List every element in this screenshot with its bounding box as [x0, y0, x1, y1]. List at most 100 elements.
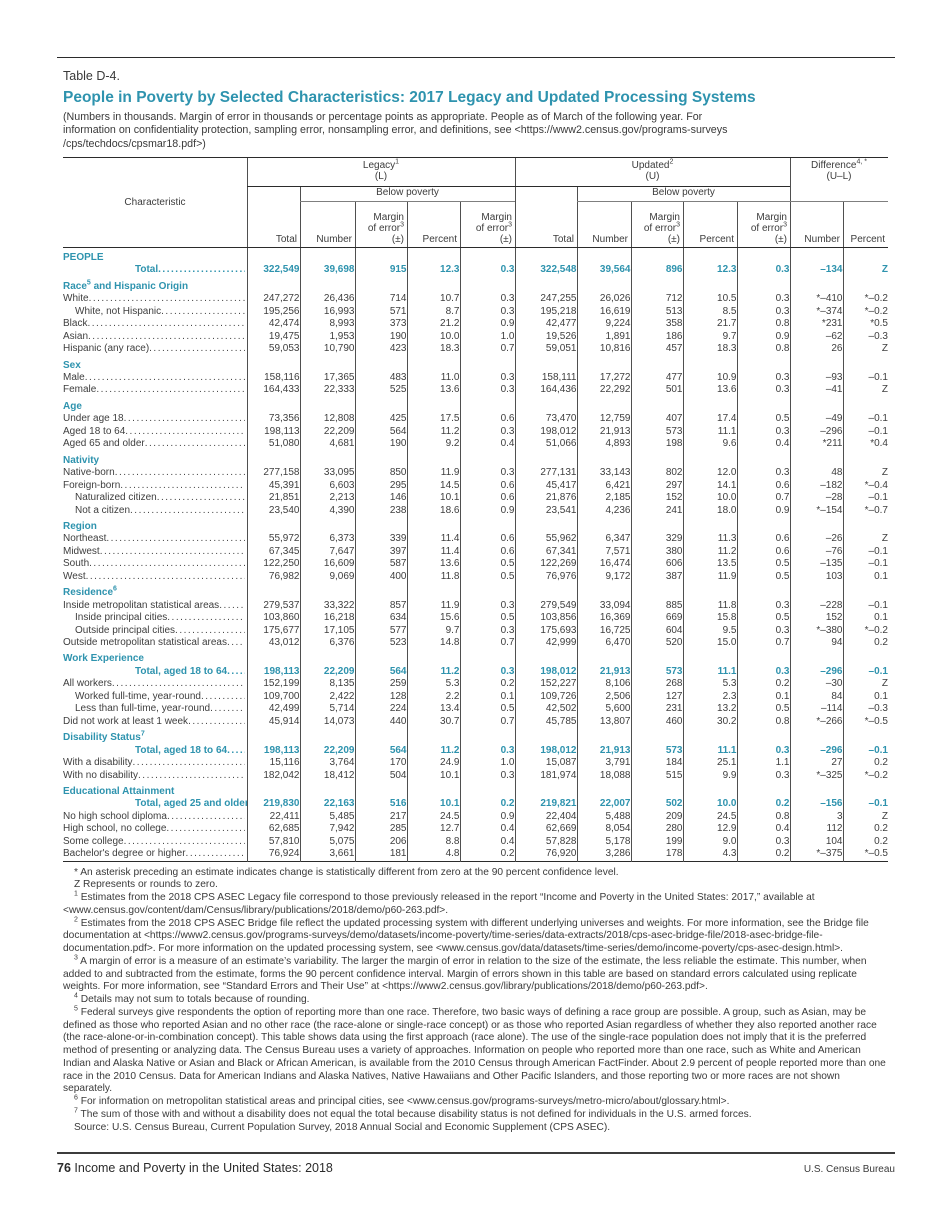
value-cell: 0.4 [459, 438, 515, 451]
value-cell: 6,470 [576, 637, 631, 650]
value-cell: 10.0 [682, 492, 737, 505]
value-cell [246, 583, 300, 600]
value-cell: 247,255 [514, 293, 577, 306]
value-cell: 67,341 [514, 545, 577, 559]
value-cell [514, 450, 577, 468]
value-cell: 11.9 [406, 599, 460, 613]
value-cell: Z [842, 533, 888, 546]
value-cell: 0.2 [736, 848, 790, 862]
row-label: Foreign-born [63, 480, 247, 492]
value-cell: 18,412 [299, 769, 355, 783]
section-title: Age [63, 400, 82, 412]
value-cell: 0.6 [736, 479, 790, 493]
value-cell [576, 355, 631, 372]
value-cell: 152 [630, 492, 683, 505]
value-cell [630, 516, 683, 534]
value-cell [246, 396, 300, 414]
value-cell: 18.0 [682, 504, 737, 517]
value-cell: 103,860 [246, 612, 300, 625]
table-intro-note: (Numbers in thousands. Margin of error i… [63, 111, 888, 151]
value-cell: 5,075 [299, 835, 355, 849]
value-cell: 11.4 [406, 533, 460, 546]
value-cell: 0.7 [736, 637, 790, 650]
header-col-number: Number [316, 233, 352, 245]
value-cell [576, 583, 631, 600]
value-cell: 0.2 [459, 848, 515, 862]
value-cell: *–0.2 [842, 624, 888, 638]
value-cell [736, 450, 790, 468]
value-cell: 0.3 [459, 264, 515, 277]
value-cell [354, 450, 407, 468]
value-cell [682, 450, 737, 468]
value-cell: 285 [354, 823, 407, 836]
table-row: Native-born277,15833,09585011.90.3277,13… [63, 467, 888, 480]
value-cell: 477 [630, 371, 683, 385]
table-row: Outside principal cities175,67717,105577… [63, 624, 888, 638]
value-cell: 14,073 [299, 715, 355, 729]
row-label: Under age 18 [63, 413, 247, 425]
value-cell: 11.8 [406, 570, 460, 584]
value-cell: –296 [789, 665, 843, 679]
value-cell: 423 [354, 343, 407, 356]
footnote: 1 Estimates from the 2018 CPS ASEC Legac… [63, 890, 815, 916]
value-cell [630, 450, 683, 468]
value-cell: 2,185 [576, 492, 631, 505]
header-col-total: Total [275, 233, 297, 245]
value-cell: 10.1 [406, 492, 460, 505]
value-cell [842, 649, 888, 666]
value-cell: 504 [354, 769, 407, 783]
value-cell: 9.0 [682, 835, 737, 849]
value-cell: 17.4 [682, 413, 737, 426]
value-cell: 190 [354, 438, 407, 451]
value-cell [299, 728, 355, 745]
value-cell: 190 [354, 330, 407, 344]
value-cell: 0.3 [736, 425, 790, 439]
value-cell: 0.3 [459, 371, 515, 385]
value-cell: 33,095 [299, 467, 355, 480]
value-cell: 16,993 [299, 305, 355, 319]
value-cell: 26,436 [299, 293, 355, 306]
value-cell: 564 [354, 665, 407, 679]
table-row: Inside metropolitan statistical areas279… [63, 599, 888, 613]
value-cell: 8.7 [406, 305, 460, 319]
value-cell [406, 516, 460, 534]
value-cell: 10.5 [682, 293, 737, 306]
value-cell: 59,051 [514, 343, 577, 356]
value-cell [789, 583, 843, 600]
value-cell: 0.7 [459, 715, 515, 729]
value-cell: 103,856 [514, 612, 577, 625]
table-row: Not a citizen23,5404,39023818.60.923,541… [63, 504, 888, 517]
dot-leader [219, 600, 244, 612]
value-cell: 33,143 [576, 467, 631, 480]
value-cell: 164,436 [514, 384, 577, 397]
value-cell: 11.1 [682, 665, 737, 679]
header-col-total: Total [552, 233, 574, 245]
value-cell: 198,012 [514, 425, 577, 439]
section-row: Disability Status7 [63, 728, 888, 745]
value-cell [514, 782, 577, 799]
value-cell [299, 516, 355, 534]
value-cell: 12.9 [682, 823, 737, 836]
header-col-moe: Margin of error3 (±) [367, 211, 404, 245]
value-cell: 73,470 [514, 413, 577, 426]
footer-report-title: 76 Income and Poverty in the United Stat… [57, 1161, 333, 1175]
value-cell: *–375 [789, 848, 843, 862]
table-row: White247,27226,43671410.70.3247,25526,02… [63, 293, 888, 306]
value-cell [842, 355, 888, 372]
value-cell [459, 728, 515, 745]
row-label: Male [63, 372, 247, 384]
value-cell: 42,999 [514, 637, 577, 650]
table-row: Northeast55,9726,37333911.40.655,9626,34… [63, 533, 888, 546]
row-label: Not a citizen [63, 505, 247, 517]
value-cell: 669 [630, 612, 683, 625]
value-cell: 33,094 [576, 599, 631, 613]
value-cell: 26 [789, 343, 843, 356]
value-cell: 59,053 [246, 343, 300, 356]
header-group-legacy: Legacy1 (L) [362, 158, 400, 182]
value-cell: 42,499 [246, 703, 300, 716]
dot-leader [86, 571, 245, 583]
value-cell: 0.3 [736, 467, 790, 480]
value-cell: 14.1 [682, 479, 737, 493]
value-cell [354, 649, 407, 666]
dot-leader [158, 264, 244, 276]
